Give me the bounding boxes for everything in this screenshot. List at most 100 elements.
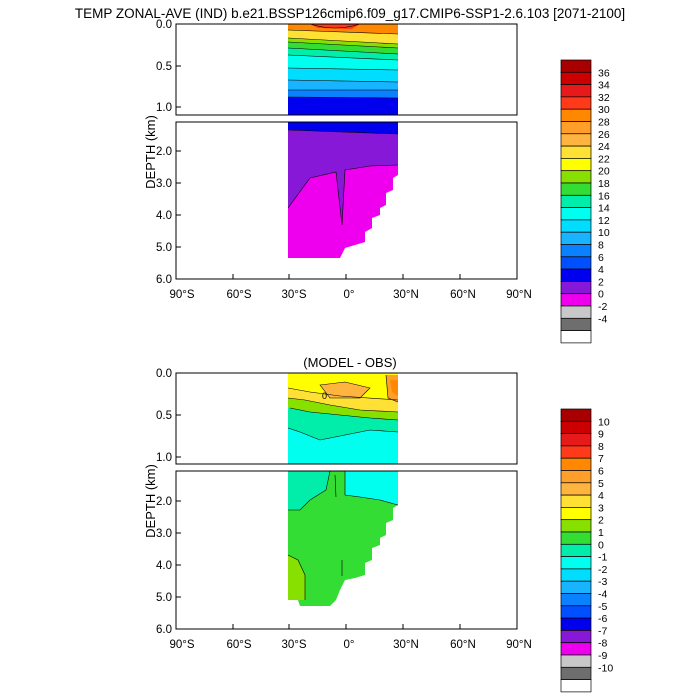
colorbar-swatch	[560, 244, 592, 258]
colorbar-swatch	[560, 194, 592, 208]
colorbar-label: 4	[598, 490, 604, 502]
colorbar-swatch	[560, 679, 592, 693]
colorbar-swatch	[560, 482, 592, 496]
colorbar-swatch	[560, 531, 592, 545]
top-ytick-label: 1.0	[156, 102, 172, 114]
colorbar-label: 32	[598, 92, 610, 104]
bottom-xtick-label: 30°N	[393, 639, 419, 651]
top-xtick-label: 60°N	[450, 289, 476, 301]
colorbar-label: 5	[598, 478, 604, 490]
top-ytick-label: 0.0	[156, 19, 172, 31]
colorbar-swatch	[560, 330, 592, 344]
top-xtick-label: 0°	[344, 289, 355, 301]
top-band-deepblue	[288, 97, 398, 115]
top-band-lightblue	[288, 80, 398, 90]
top-chart: DEPTH (km) 0.0 0.5 1.0 2.0 3.0 4.0 5.0 6…	[143, 19, 610, 344]
colorbar-label: 3	[598, 502, 604, 514]
top-upper-frame	[175, 23, 518, 116]
bottom-xtick-label: 90°N	[506, 639, 532, 651]
bottom-ylabel: DEPTH (km)	[143, 464, 158, 538]
bot-band-green-lower	[288, 471, 398, 606]
colorbar-swatch	[560, 158, 592, 172]
colorbar-label: 26	[598, 129, 610, 141]
bottom-ytick-label: 6.0	[156, 624, 172, 636]
colorbar-label: 6	[598, 466, 604, 478]
top-xtick-label: 90°N	[506, 289, 532, 301]
bot-band-redorange	[390, 380, 398, 396]
colorbar-label: 30	[598, 104, 610, 116]
top-xticks: 90°S 60°S 30°S 0° 30°N 60°N 90°N	[169, 274, 532, 301]
colorbar-label: -4	[598, 589, 607, 601]
bottom-lower-panel-fill	[287, 471, 399, 606]
bottom-xtick-label: 0°	[344, 639, 355, 651]
colorbar-swatch	[560, 281, 592, 295]
top-band-yellow	[288, 30, 398, 44]
colorbar-swatch	[560, 121, 592, 135]
top-yticks: 0.0 0.5 1.0 2.0 3.0 4.0 5.0 6.0	[156, 19, 181, 286]
colorbar-swatch	[560, 457, 592, 471]
colorbar-label: 7	[598, 453, 604, 465]
top-ytick-label: 2.0	[156, 146, 172, 158]
colorbar-swatch	[560, 408, 592, 422]
colorbar-swatch	[560, 256, 592, 270]
colorbar-label: 2	[598, 276, 604, 288]
colorbar-label: 20	[598, 166, 610, 178]
colorbar-label: -2	[598, 301, 607, 313]
colorbar-swatch	[560, 433, 592, 447]
top-lower-contours	[287, 129, 399, 226]
colorbar-swatch	[560, 182, 592, 196]
bottom-upper-frame	[175, 372, 518, 465]
top-ytick-label: 4.0	[156, 210, 172, 222]
top-band-sky	[288, 68, 398, 82]
top-band-green	[288, 42, 398, 54]
colorbar-swatch	[560, 219, 592, 233]
colorbar-swatch	[560, 470, 592, 484]
bottom-upper-panel-fill: 0	[287, 373, 399, 464]
top-band-aqua	[288, 48, 398, 60]
colorbar-swatch	[560, 605, 592, 619]
bottom-ytick-label: 4.0	[156, 560, 172, 572]
top-xtick-label: 30°S	[281, 289, 306, 301]
colorbar-swatch	[560, 556, 592, 570]
top-xtick-label: 90°S	[169, 289, 194, 301]
colorbar-label: 22	[598, 153, 610, 165]
colorbar-label: 9	[598, 429, 604, 441]
top-xtick-label: 30°N	[393, 289, 419, 301]
colorbar-swatch	[560, 207, 592, 221]
colorbar-label: 2	[598, 515, 604, 527]
colorbar-label: -5	[598, 601, 607, 613]
colorbar-label: 24	[598, 141, 610, 153]
colorbar-label: 0	[598, 539, 604, 551]
bottom-yticks: 0.0 0.5 1.0 2.0 3.0 4.0 5.0 6.0	[156, 368, 181, 636]
colorbar-label: 8	[598, 240, 604, 252]
bottom-ytick-label: 1.0	[156, 452, 172, 464]
top-upper-contours	[287, 24, 399, 99]
colorbar-label: -9	[598, 650, 607, 662]
colorbar-swatch	[560, 494, 592, 508]
colorbar-swatch	[560, 59, 592, 73]
top-xtick-label: 60°S	[226, 289, 251, 301]
top-lower-panel-fill	[287, 122, 399, 258]
colorbar-label: -7	[598, 625, 607, 637]
bottom-contour-label: 0	[322, 391, 327, 401]
colorbar-label: -3	[598, 576, 607, 588]
colorbar-swatch	[560, 630, 592, 644]
figure-title: TEMP ZONAL-AVE (IND) b.e21.BSSP126cmip6.…	[75, 6, 625, 21]
colorbar-label: 36	[598, 67, 610, 79]
colorbar-swatch	[560, 580, 592, 594]
bot-band-cyan-upper	[288, 428, 398, 464]
top-band-red-core	[310, 24, 360, 29]
top-band-lightgreen	[288, 38, 398, 48]
bot-lower-contours	[287, 471, 399, 600]
colorbar-swatch	[560, 507, 592, 521]
top-upper-panel-fill	[287, 24, 399, 115]
bottom-xtick-label: 90°S	[169, 639, 194, 651]
colorbar-swatch	[560, 170, 592, 184]
bottom-xtick-label: 30°S	[281, 639, 306, 651]
top-ylabel: DEPTH (km)	[143, 115, 158, 189]
colorbar-label: 1	[598, 527, 604, 539]
top-ytick-label: 0.5	[156, 61, 172, 73]
colorbar-swatch	[560, 84, 592, 98]
